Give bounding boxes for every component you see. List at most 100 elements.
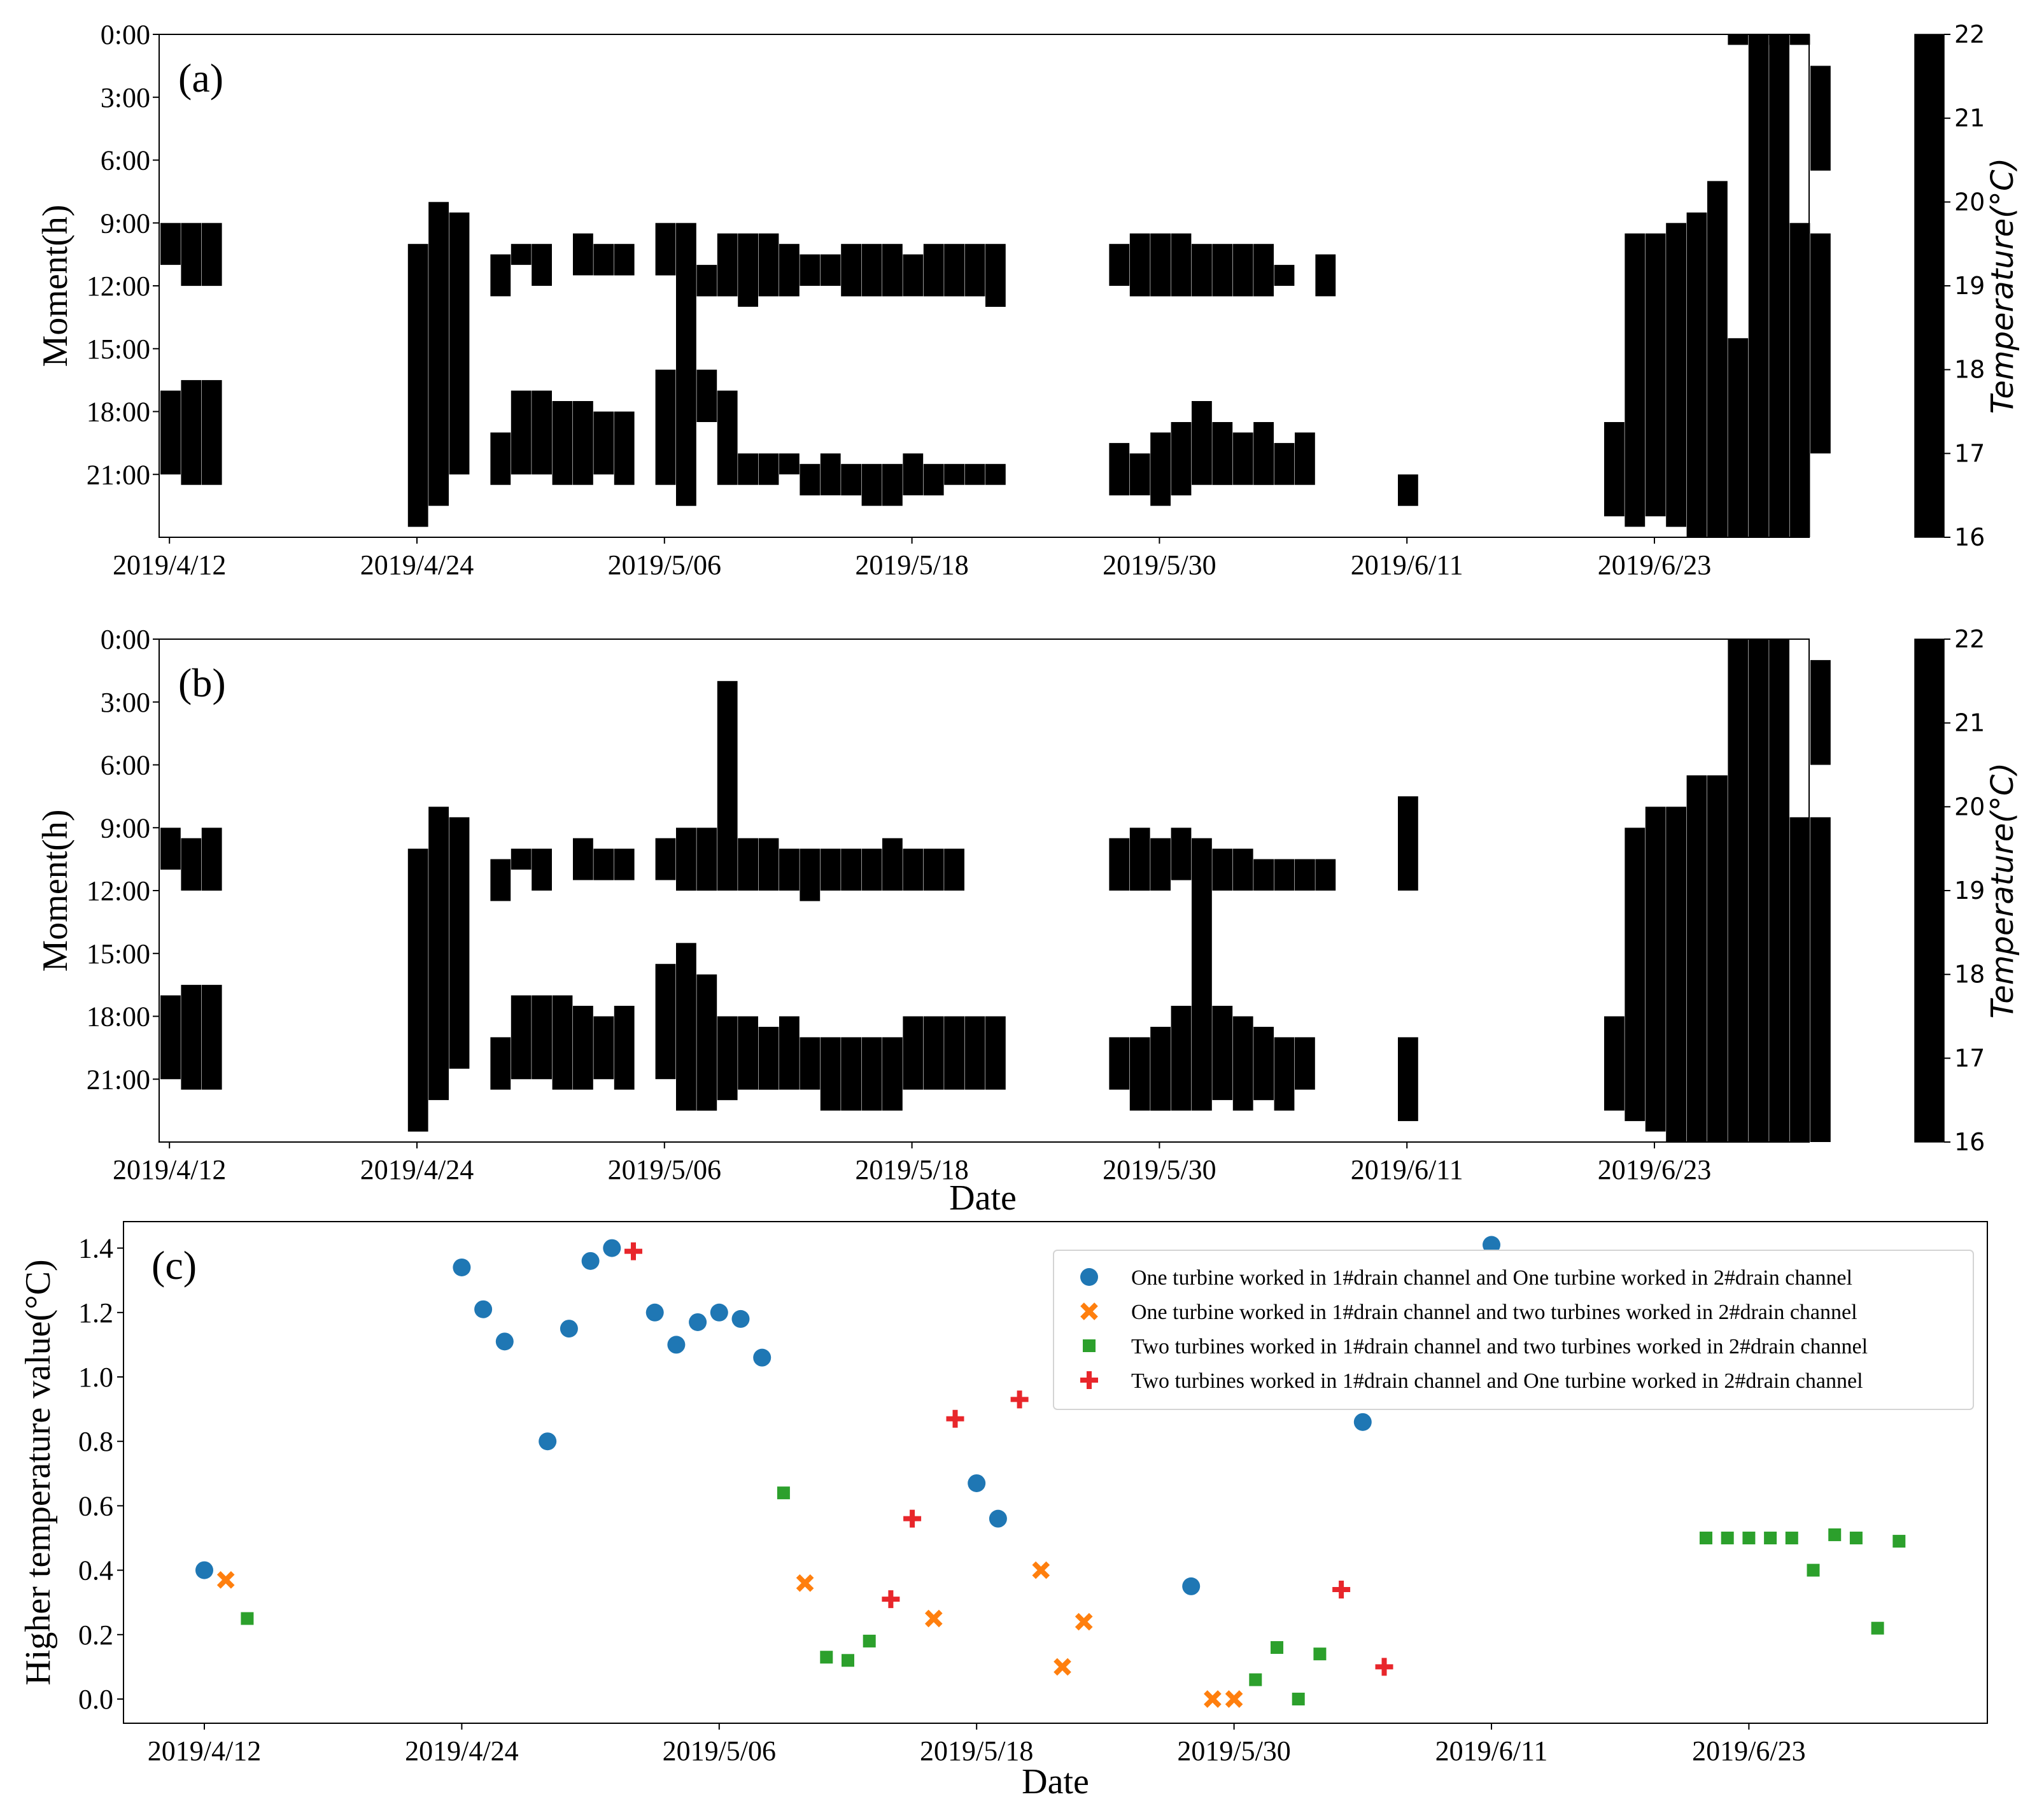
heatmap-cell xyxy=(1192,838,1212,1111)
heatmap-cell xyxy=(1728,338,1749,537)
legend-entry: One turbine worked in 1#drain channel an… xyxy=(1131,1266,1852,1290)
heatmap-cell xyxy=(985,244,1006,307)
colorbar-tick-label: 21 xyxy=(1954,709,1985,737)
heatmap-cell xyxy=(820,453,841,496)
heatmap-cell xyxy=(490,1037,511,1090)
heatmap-panel-b: 2019/4/12 2019/4/24 2019/5/06 2019/5/18 2019… xyxy=(36,624,2020,1218)
x-tick-label: 2019/6/11 xyxy=(1351,1154,1463,1185)
scatter-point xyxy=(1292,1693,1305,1705)
y-tick-label: 0:00 xyxy=(101,624,150,655)
heatmap-cell xyxy=(160,223,181,265)
x-tick-label: 2019/6/11 xyxy=(1435,1735,1548,1767)
y-tick-label: 21:00 xyxy=(87,1064,150,1095)
colorbar-tick-label: 20 xyxy=(1954,188,1985,216)
legend-entry: One turbine worked in 1#drain channel an… xyxy=(1131,1301,1857,1324)
heatmap-cell xyxy=(407,244,428,527)
heatmap-cell xyxy=(490,859,511,901)
heatmap-cell xyxy=(903,849,924,891)
y-tick-label: 21:00 xyxy=(87,459,150,490)
heatmap-cell xyxy=(923,849,944,891)
heatmap-cell xyxy=(1129,1037,1150,1111)
heatmap-cell xyxy=(511,849,532,870)
heatmap-cell xyxy=(861,849,882,891)
scatter-point xyxy=(195,1561,213,1579)
heatmap-cell xyxy=(201,380,222,485)
heatmap-cell xyxy=(428,202,449,506)
heatmap-cell xyxy=(944,849,964,891)
heatmap-cell xyxy=(964,463,985,485)
heatmap-cell xyxy=(407,849,428,1132)
heatmap-cell xyxy=(181,838,202,891)
heatmap-cell xyxy=(573,233,593,276)
legend-marker xyxy=(1080,1268,1098,1286)
heatmap-cell xyxy=(1253,422,1274,485)
heatmap-cell xyxy=(1686,775,1707,1142)
heatmap-cell xyxy=(696,828,717,891)
x-tick-label: 2019/6/11 xyxy=(1351,549,1463,581)
heatmap-cell xyxy=(1748,34,1769,45)
x-tick-label: 2019/5/18 xyxy=(855,1154,968,1185)
heatmap-cell xyxy=(841,244,861,297)
heatmap-cell xyxy=(882,838,903,891)
heatmap-cell xyxy=(1212,422,1233,485)
scatter-point xyxy=(1828,1528,1842,1541)
heatmap-cell xyxy=(882,244,903,297)
scatter-point xyxy=(1054,1658,1071,1676)
heatmap-cell xyxy=(758,1027,779,1090)
heatmap-panel-a: 2019/4/12 2019/4/24 2019/5/06 2019/5/18 2019… xyxy=(36,19,2020,581)
heatmap-cell xyxy=(717,233,738,297)
scatter-point xyxy=(946,1409,964,1428)
heatmap-cell xyxy=(1171,422,1192,496)
y-tick-label: 0.4 xyxy=(78,1555,113,1586)
x-tick-label: 2019/4/24 xyxy=(405,1735,518,1767)
heatmap-cell xyxy=(1398,796,1418,891)
scatter-point xyxy=(968,1474,986,1492)
heatmap-cell xyxy=(738,838,758,891)
scatter-point xyxy=(842,1654,854,1667)
heatmap-cell xyxy=(923,463,944,496)
heatmap-cell xyxy=(1109,1037,1130,1090)
heatmap-cell xyxy=(861,1037,882,1111)
heatmap-cell xyxy=(1232,849,1253,891)
heatmap-cell xyxy=(696,974,717,1111)
y-tick-label: 9:00 xyxy=(101,812,150,843)
y-tick-label: 3:00 xyxy=(101,82,150,113)
heatmap-cell xyxy=(614,411,635,485)
heatmap-cell xyxy=(1315,859,1336,891)
heatmap-cell xyxy=(1150,1027,1171,1111)
x-tick-label: 2019/5/30 xyxy=(1103,549,1216,581)
y-axis-label: Moment(h) xyxy=(36,204,75,367)
heatmap-cell xyxy=(1769,34,1789,537)
x-tick-label: 2019/5/30 xyxy=(1103,1154,1216,1185)
heatmap-cell xyxy=(923,1016,944,1090)
heatmap-cell xyxy=(738,1016,758,1090)
heatmap-cell xyxy=(1810,660,1831,765)
heatmap-cell xyxy=(1810,817,1831,1142)
heatmap-cell xyxy=(758,233,779,297)
scatter-point xyxy=(1785,1532,1798,1544)
heatmap-cell xyxy=(1212,1006,1233,1101)
heatmap-cell xyxy=(820,849,841,891)
heatmap-cell xyxy=(1253,1027,1274,1101)
heatmap-cell xyxy=(779,1016,800,1090)
scatter-point xyxy=(1249,1673,1262,1686)
heatmap-cell xyxy=(985,1016,1006,1090)
heatmap-cell xyxy=(944,244,964,297)
scatter-point xyxy=(495,1332,514,1351)
heatmap-cell xyxy=(676,943,696,1111)
legend-marker xyxy=(1080,1302,1098,1320)
x-tick-label: 2019/4/12 xyxy=(113,1154,226,1185)
heatmap-cell xyxy=(593,849,614,880)
heatmap-cell xyxy=(1686,212,1707,537)
heatmap-cell xyxy=(779,849,800,891)
y-tick-label: 0.6 xyxy=(78,1490,113,1521)
colorbar-tick-label: 19 xyxy=(1954,272,1985,300)
scatter-point xyxy=(1721,1532,1734,1544)
scatter-point xyxy=(689,1313,707,1331)
heatmap-cell xyxy=(1707,775,1728,1142)
heatmap-cell xyxy=(532,995,552,1080)
y-tick-label: 1.0 xyxy=(78,1362,113,1393)
scatter-point xyxy=(882,1590,900,1609)
heatmap-cell xyxy=(160,995,181,1080)
